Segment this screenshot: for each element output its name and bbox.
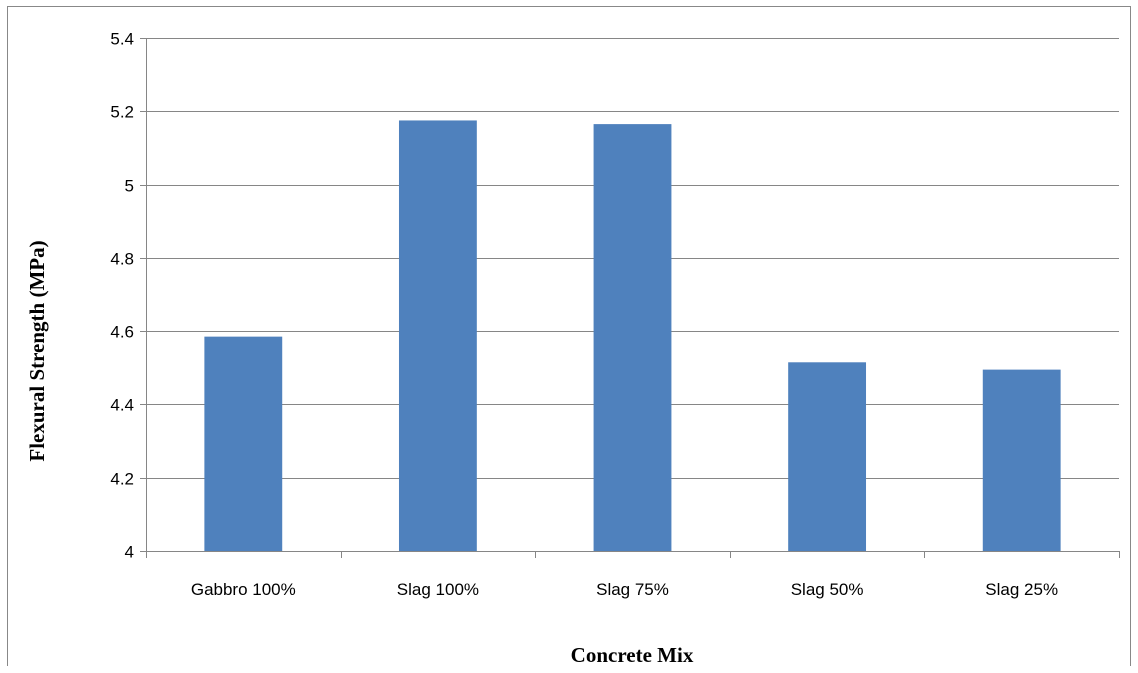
x-tick-label: Slag 100% — [397, 580, 479, 599]
y-tick-label: 4.6 — [110, 323, 134, 342]
bar — [204, 336, 283, 551]
y-tick-label: 4 — [125, 543, 134, 562]
x-tick-labels: Gabbro 100% Slag 100% Slag 75% Slag 50% Slag… — [191, 580, 1058, 599]
axes — [140, 38, 1120, 558]
chart-frame — [7, 6, 1131, 666]
bar — [982, 369, 1061, 551]
y-tick-labels: 4 4.2 4.4 4.6 4.8 5 5.2 5.4 — [110, 30, 134, 562]
x-tick-label: Gabbro 100% — [191, 580, 296, 599]
bars — [204, 120, 1061, 552]
y-tick-label: 4.8 — [110, 250, 134, 269]
y-tick-label: 4.2 — [110, 470, 134, 489]
x-tick-label: Slag 75% — [596, 580, 669, 599]
bar — [398, 120, 477, 552]
bar — [788, 362, 867, 551]
bar — [593, 124, 672, 551]
x-tick-label: Slag 50% — [791, 580, 864, 599]
y-tick-label: 4.4 — [110, 396, 134, 415]
x-axis-title: Concrete Mix — [571, 643, 694, 667]
y-tick-label: 5.4 — [110, 30, 134, 49]
x-tick-label: Slag 25% — [985, 580, 1058, 599]
y-axis-title: Flexural Strength (MPa) — [25, 240, 49, 461]
y-tick-label: 5 — [125, 177, 134, 196]
y-tick-label: 5.2 — [110, 103, 134, 122]
